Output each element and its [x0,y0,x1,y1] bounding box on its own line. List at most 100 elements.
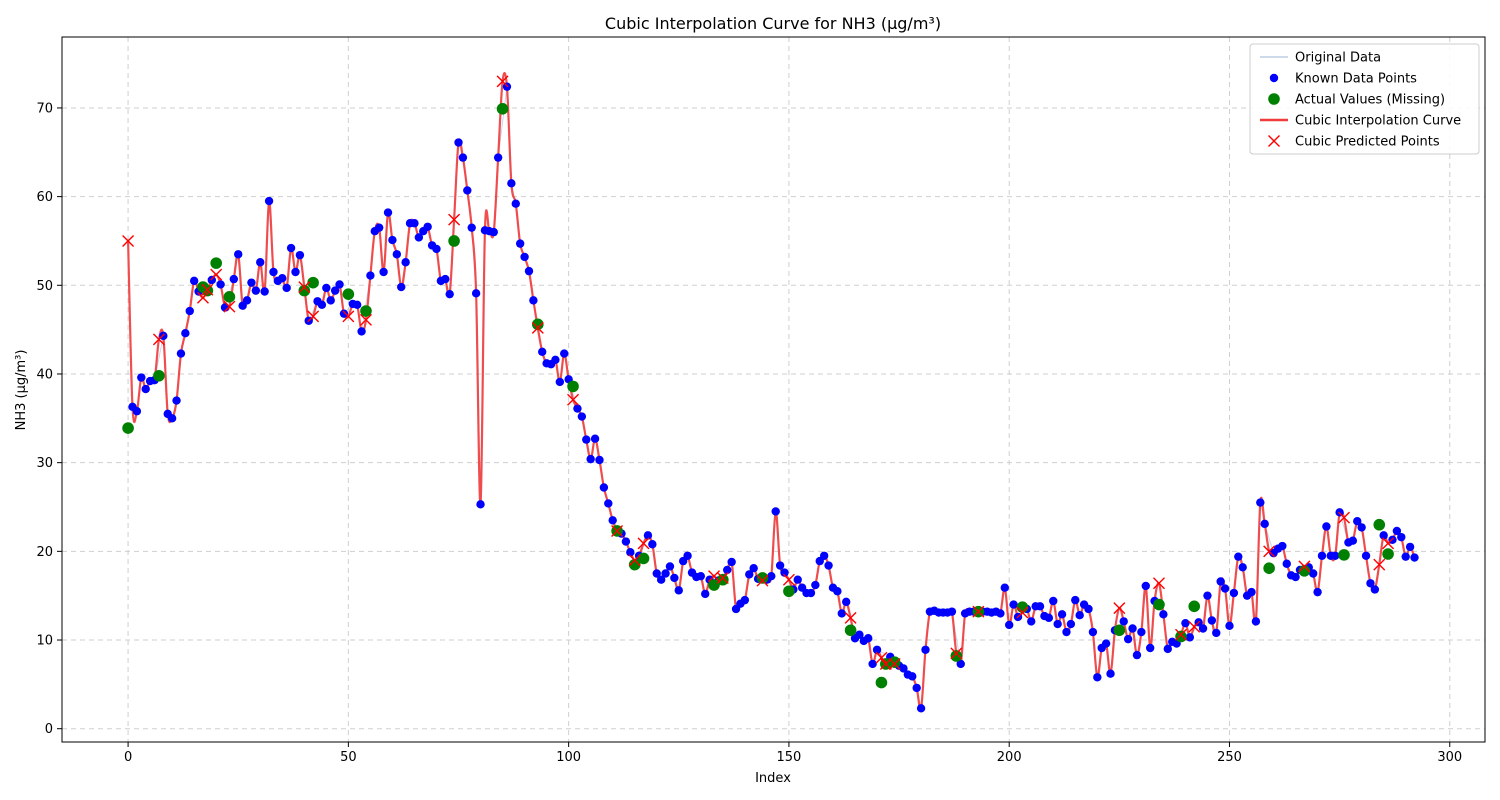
known-data-point [661,569,670,578]
known-data-point [727,557,736,567]
cubic-predicted-point [972,605,985,618]
known-data-point [841,597,851,607]
legend-label: Known Data Points [1295,72,1417,87]
cubic-predicted-point [122,234,135,247]
known-data-point [1101,639,1111,648]
known-data-point [1071,595,1080,605]
known-data-point [1035,602,1045,611]
y-tick-label: 0 [45,722,53,737]
cubic-predicted-point [611,524,624,537]
x-tick-label: 300 [1437,750,1462,765]
known-data-point [1225,621,1234,631]
cubic-predicted-point [1175,628,1188,641]
known-data-point [410,219,419,228]
known-data-point [458,153,468,162]
known-data-point [555,377,565,387]
x-tick-label: 50 [340,750,357,765]
known-data-point [432,244,441,254]
known-data-point [1123,634,1133,644]
known-data-point [185,306,194,316]
known-data-point [599,483,609,492]
known-data-point [573,404,582,413]
known-data-point [590,434,600,443]
cubic-predicted-point [637,537,650,550]
cubic-predicted-point [210,268,223,281]
known-data-point [467,223,476,232]
known-data-point [282,283,291,293]
known-data-point [1291,572,1300,582]
known-data-point [1401,552,1410,561]
known-data-point [256,258,265,267]
cubic-predicted-point [716,571,729,584]
known-data-point [471,289,481,298]
known-data-point [1181,618,1190,628]
known-data-point [286,243,296,253]
known-data-point [1308,569,1318,578]
known-data-point [899,664,908,673]
cubic-predicted-point [756,574,769,587]
known-data-point [1119,617,1128,626]
known-data-point [1053,619,1062,629]
legend-entry: Original Data [1260,51,1381,66]
legend-box [1249,43,1480,155]
cubic-predicted-point [342,310,355,323]
actual-value-point [637,552,650,565]
known-data-point [652,569,661,578]
known-data-point [833,587,842,596]
known-data-point [216,280,225,289]
legend-entry: Actual Values (Missing) [1268,93,1445,108]
known-data-point [463,186,472,195]
grid [62,37,1485,742]
known-data-point [916,704,926,713]
known-data-point [665,562,675,571]
actual-value-point [307,276,319,289]
actual-value-point [1382,548,1394,560]
known-data-point [1163,644,1172,654]
known-data-point [538,347,547,357]
known-data-point [793,575,802,584]
known-data-point [1361,551,1371,560]
cubic-predicted-point [201,283,214,296]
legend-entry: Known Data Points [1269,72,1417,87]
known-data-point [352,300,362,310]
actual-value-point [1263,562,1275,574]
known-data-point [392,250,402,259]
known-data-point [1379,531,1388,540]
known-data-point [1313,587,1322,597]
actual-value-point [783,585,795,598]
known-data-point [388,235,397,245]
known-data-point [1322,522,1331,531]
known-data-point [1044,613,1054,623]
known-data-point [1027,617,1036,626]
known-data-point [1049,596,1058,606]
cubic-predicted-point [223,300,236,313]
known-data-point [520,252,529,262]
known-data-point [740,595,750,605]
known-data-point [172,396,181,405]
known-data-point [1370,585,1380,594]
cubic-predicted-point [298,281,311,294]
known-data-point [132,407,142,416]
actual-value-point [342,288,355,300]
known-data-point [379,267,388,277]
legend-label: Actual Values (Missing) [1295,93,1445,108]
known-data-point [414,233,424,242]
known-data-point [489,227,498,237]
cubic-predicted-point [531,321,544,334]
known-data-point [515,239,525,248]
cubic-predicted-point [448,213,461,226]
known-data-points [128,82,1419,713]
known-data-point [229,274,239,284]
actual-value-point [223,291,236,303]
y-axis-ticks: 0 10 20 30 40 50 60 70 [36,101,62,737]
known-data-point [551,355,560,364]
known-data-point [1132,650,1142,660]
actual-value-point [875,676,888,689]
known-data-point [1088,627,1098,637]
known-data-point [586,454,595,464]
known-data-point [1128,624,1137,633]
known-data-point [1203,591,1212,600]
actual-value-point [1373,518,1386,531]
known-data-point [767,571,776,581]
x-tick-label: 150 [777,750,802,765]
